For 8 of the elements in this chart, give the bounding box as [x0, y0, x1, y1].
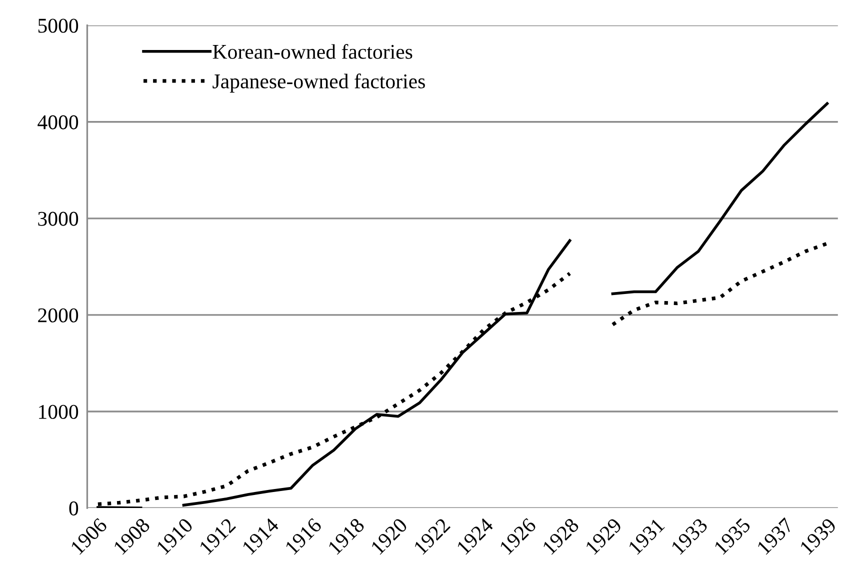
y-tick-label: 2000: [38, 308, 78, 322]
y-tick-label: 0: [69, 501, 78, 516]
y-tick-label: 1000: [39, 404, 78, 419]
legend-label: Japanese-owned factories: [212, 74, 425, 93]
legend-label: Korean-owned factories: [212, 44, 412, 59]
y-tick-label: 3000: [38, 212, 78, 226]
y-tick-label: 5000: [38, 18, 78, 33]
y-tick-label: 4000: [38, 115, 78, 130]
